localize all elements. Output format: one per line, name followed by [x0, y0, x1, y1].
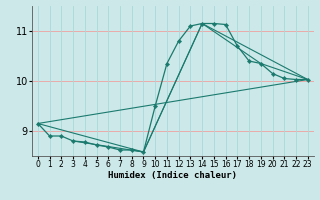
- X-axis label: Humidex (Indice chaleur): Humidex (Indice chaleur): [108, 171, 237, 180]
